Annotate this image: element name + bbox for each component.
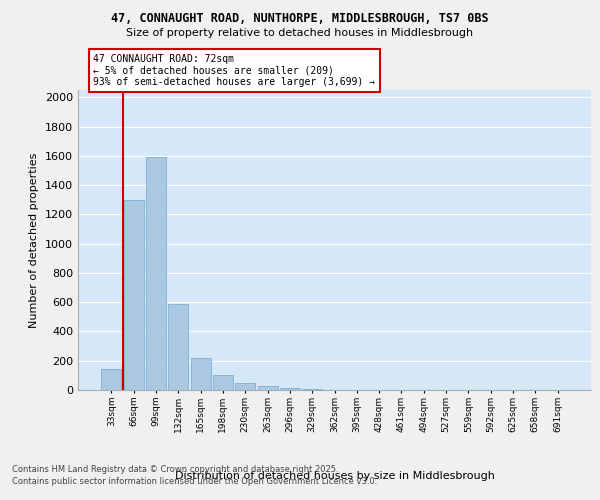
X-axis label: Distribution of detached houses by size in Middlesbrough: Distribution of detached houses by size … — [175, 471, 494, 481]
Text: Size of property relative to detached houses in Middlesbrough: Size of property relative to detached ho… — [127, 28, 473, 38]
Bar — [213, 376, 233, 390]
Bar — [124, 200, 144, 390]
Text: Contains public sector information licensed under the Open Government Licence v3: Contains public sector information licen… — [12, 476, 377, 486]
Text: 47, CONNAUGHT ROAD, NUNTHORPE, MIDDLESBROUGH, TS7 0BS: 47, CONNAUGHT ROAD, NUNTHORPE, MIDDLESBR… — [111, 12, 489, 26]
Text: 47 CONNAUGHT ROAD: 72sqm
← 5% of detached houses are smaller (209)
93% of semi-d: 47 CONNAUGHT ROAD: 72sqm ← 5% of detache… — [94, 54, 376, 87]
Bar — [168, 304, 188, 390]
Bar — [146, 158, 166, 390]
Bar — [257, 386, 278, 390]
Bar — [235, 382, 255, 390]
Text: Contains HM Land Registry data © Crown copyright and database right 2025.: Contains HM Land Registry data © Crown c… — [12, 466, 338, 474]
Bar — [280, 388, 300, 390]
Bar — [191, 358, 211, 390]
Y-axis label: Number of detached properties: Number of detached properties — [29, 152, 40, 328]
Bar — [101, 369, 121, 390]
